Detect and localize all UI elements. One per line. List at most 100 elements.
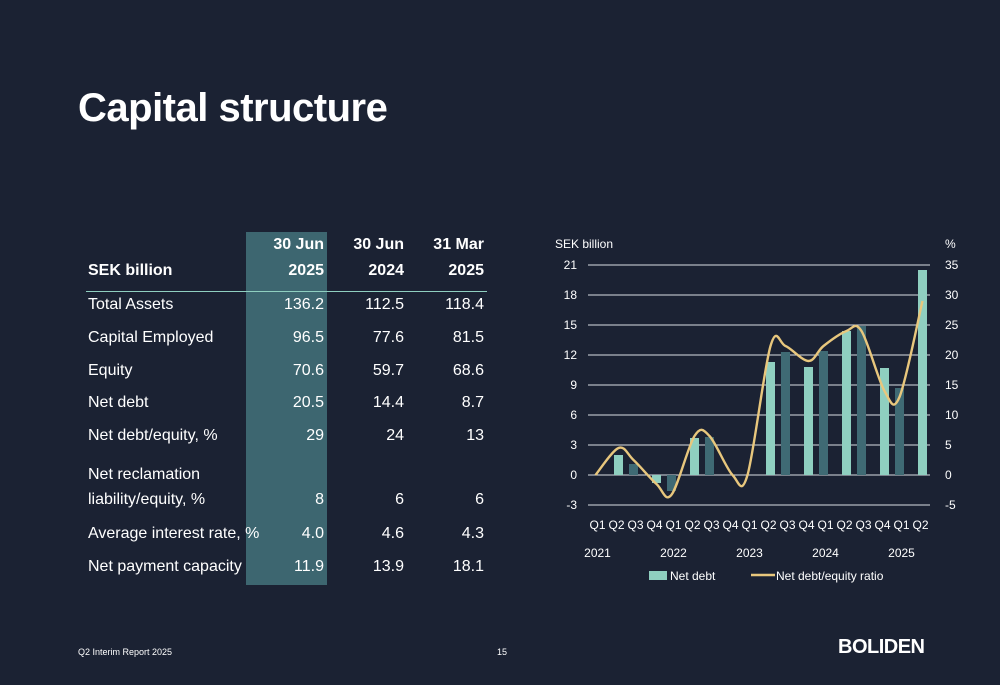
y2-axis-ticks: -5 0 5 10 15 20 25 30 35 bbox=[945, 258, 959, 512]
year-label: 2023 bbox=[736, 546, 763, 560]
x-tick-label: Q4 bbox=[874, 518, 890, 532]
net-debt-bar bbox=[918, 270, 927, 475]
x-tick-label: Q4 bbox=[646, 518, 662, 532]
bar-series bbox=[614, 270, 927, 491]
header-divider bbox=[86, 291, 487, 292]
year-label: 2021 bbox=[584, 546, 611, 560]
net-debt-bar bbox=[857, 326, 866, 475]
x-tick-label: Q2 bbox=[836, 518, 852, 532]
x-tick-label: Q3 bbox=[627, 518, 643, 532]
net-debt-bar bbox=[804, 367, 813, 475]
row-label: Net payment capacity bbox=[88, 558, 242, 575]
row-label: Average interest rate, % bbox=[88, 525, 260, 542]
row-value: 8.7 bbox=[461, 394, 484, 411]
row-value: 68.6 bbox=[452, 362, 484, 379]
row-value: 13 bbox=[466, 427, 484, 444]
row-value: 11.9 bbox=[294, 558, 324, 575]
x-tick-label: Q2 bbox=[684, 518, 700, 532]
row-value: 13.9 bbox=[372, 558, 404, 575]
row-value: 6 bbox=[395, 491, 404, 508]
legend-ratio: Net debt/equity ratio bbox=[776, 569, 884, 583]
legend-bar-swatch bbox=[649, 571, 667, 580]
net-debt-bar bbox=[819, 351, 828, 475]
year-labels: 2021 2022 2023 2024 2025 bbox=[584, 546, 915, 560]
y2-tick-label: 25 bbox=[945, 318, 959, 332]
row-value: 4.0 bbox=[301, 525, 324, 542]
y-tick-label: 18 bbox=[564, 288, 578, 302]
legend: Net debt Net debt/equity ratio bbox=[649, 569, 884, 583]
y-axis-ticks: -3 0 3 6 9 12 15 18 21 bbox=[564, 258, 578, 512]
y2-tick-label: -5 bbox=[945, 498, 956, 512]
y2-tick-label: 15 bbox=[945, 378, 959, 392]
y-tick-label: 21 bbox=[564, 258, 578, 272]
row-value: 112.5 bbox=[365, 296, 404, 313]
net-debt-bar bbox=[705, 437, 714, 475]
y-tick-label: 0 bbox=[570, 468, 577, 482]
year-label: 2022 bbox=[660, 546, 687, 560]
row-label: Total Assets bbox=[88, 296, 174, 313]
net-debt-bar bbox=[652, 475, 661, 483]
x-tick-label: Q4 bbox=[798, 518, 814, 532]
y2-axis-label: % bbox=[945, 237, 956, 251]
row-value: 4.3 bbox=[461, 525, 484, 542]
y-tick-label: 6 bbox=[570, 408, 577, 422]
row-value: 118.4 bbox=[445, 296, 484, 313]
y-tick-label: 15 bbox=[564, 318, 578, 332]
net-debt-bar bbox=[842, 331, 851, 475]
net-debt-bar bbox=[880, 368, 889, 475]
highlight-column bbox=[246, 232, 327, 585]
x-tick-label: Q1 bbox=[741, 518, 757, 532]
y2-tick-label: 35 bbox=[945, 258, 959, 272]
row-value: 29 bbox=[306, 427, 324, 444]
col-header-1-line2: 2025 bbox=[288, 262, 324, 279]
y-tick-label: 9 bbox=[570, 378, 577, 392]
y2-tick-label: 10 bbox=[945, 408, 959, 422]
x-tick-label: Q1 bbox=[665, 518, 681, 532]
row-value: 136.2 bbox=[283, 296, 324, 313]
y2-tick-label: 0 bbox=[945, 468, 952, 482]
row-value: 96.5 bbox=[292, 329, 324, 346]
row-value: 81.5 bbox=[452, 329, 484, 346]
unit-label: SEK billion bbox=[88, 262, 173, 279]
row-label: Equity bbox=[88, 362, 133, 379]
row-value: 59.7 bbox=[372, 362, 404, 379]
row-value: 14.4 bbox=[372, 394, 404, 411]
net-debt-bar bbox=[895, 388, 904, 475]
x-tick-label: Q3 bbox=[779, 518, 795, 532]
x-tick-label: Q2 bbox=[608, 518, 624, 532]
net-debt-bar bbox=[690, 438, 699, 475]
year-label: 2024 bbox=[812, 546, 839, 560]
net-debt-bar bbox=[766, 362, 775, 475]
chart-grid bbox=[588, 264, 930, 506]
row-label: Net debt bbox=[88, 394, 149, 411]
y-axis-label: SEK billion bbox=[555, 237, 613, 251]
col-header-2-line2: 2024 bbox=[368, 262, 404, 279]
y2-tick-label: 5 bbox=[945, 438, 952, 452]
col-header-3-line2: 2025 bbox=[448, 262, 484, 279]
row-value: 6 bbox=[475, 491, 484, 508]
row-label: Capital Employed bbox=[88, 329, 214, 346]
net-debt-bar bbox=[667, 475, 676, 491]
x-tick-label: Q3 bbox=[703, 518, 719, 532]
ratio-line bbox=[594, 300, 924, 499]
row-value: 4.6 bbox=[381, 525, 404, 542]
footer-report-name: Q2 Interim Report 2025 bbox=[78, 647, 173, 657]
legend-net-debt: Net debt bbox=[670, 569, 716, 583]
y2-tick-label: 20 bbox=[945, 348, 959, 362]
page-title: Capital structure bbox=[78, 86, 388, 130]
x-tick-label: Q4 bbox=[722, 518, 738, 532]
net-debt-bar bbox=[781, 352, 790, 475]
x-tick-label: Q2 bbox=[912, 518, 928, 532]
page-number: 15 bbox=[497, 647, 508, 657]
capital-table: SEK billion 30 Jun 2025 30 Jun 2024 31 M… bbox=[0, 0, 520, 600]
row-value: 70.6 bbox=[292, 362, 324, 379]
row-value: 18.1 bbox=[452, 558, 484, 575]
x-tick-label: Q1 bbox=[817, 518, 833, 532]
x-tick-label: Q2 bbox=[760, 518, 776, 532]
y-tick-label: -3 bbox=[566, 498, 577, 512]
col-header-3-line1: 31 Mar bbox=[433, 236, 484, 253]
x-tick-label: Q1 bbox=[589, 518, 605, 532]
net-debt-bar bbox=[629, 464, 638, 475]
boliden-logo: BOLIDEN bbox=[838, 636, 925, 658]
